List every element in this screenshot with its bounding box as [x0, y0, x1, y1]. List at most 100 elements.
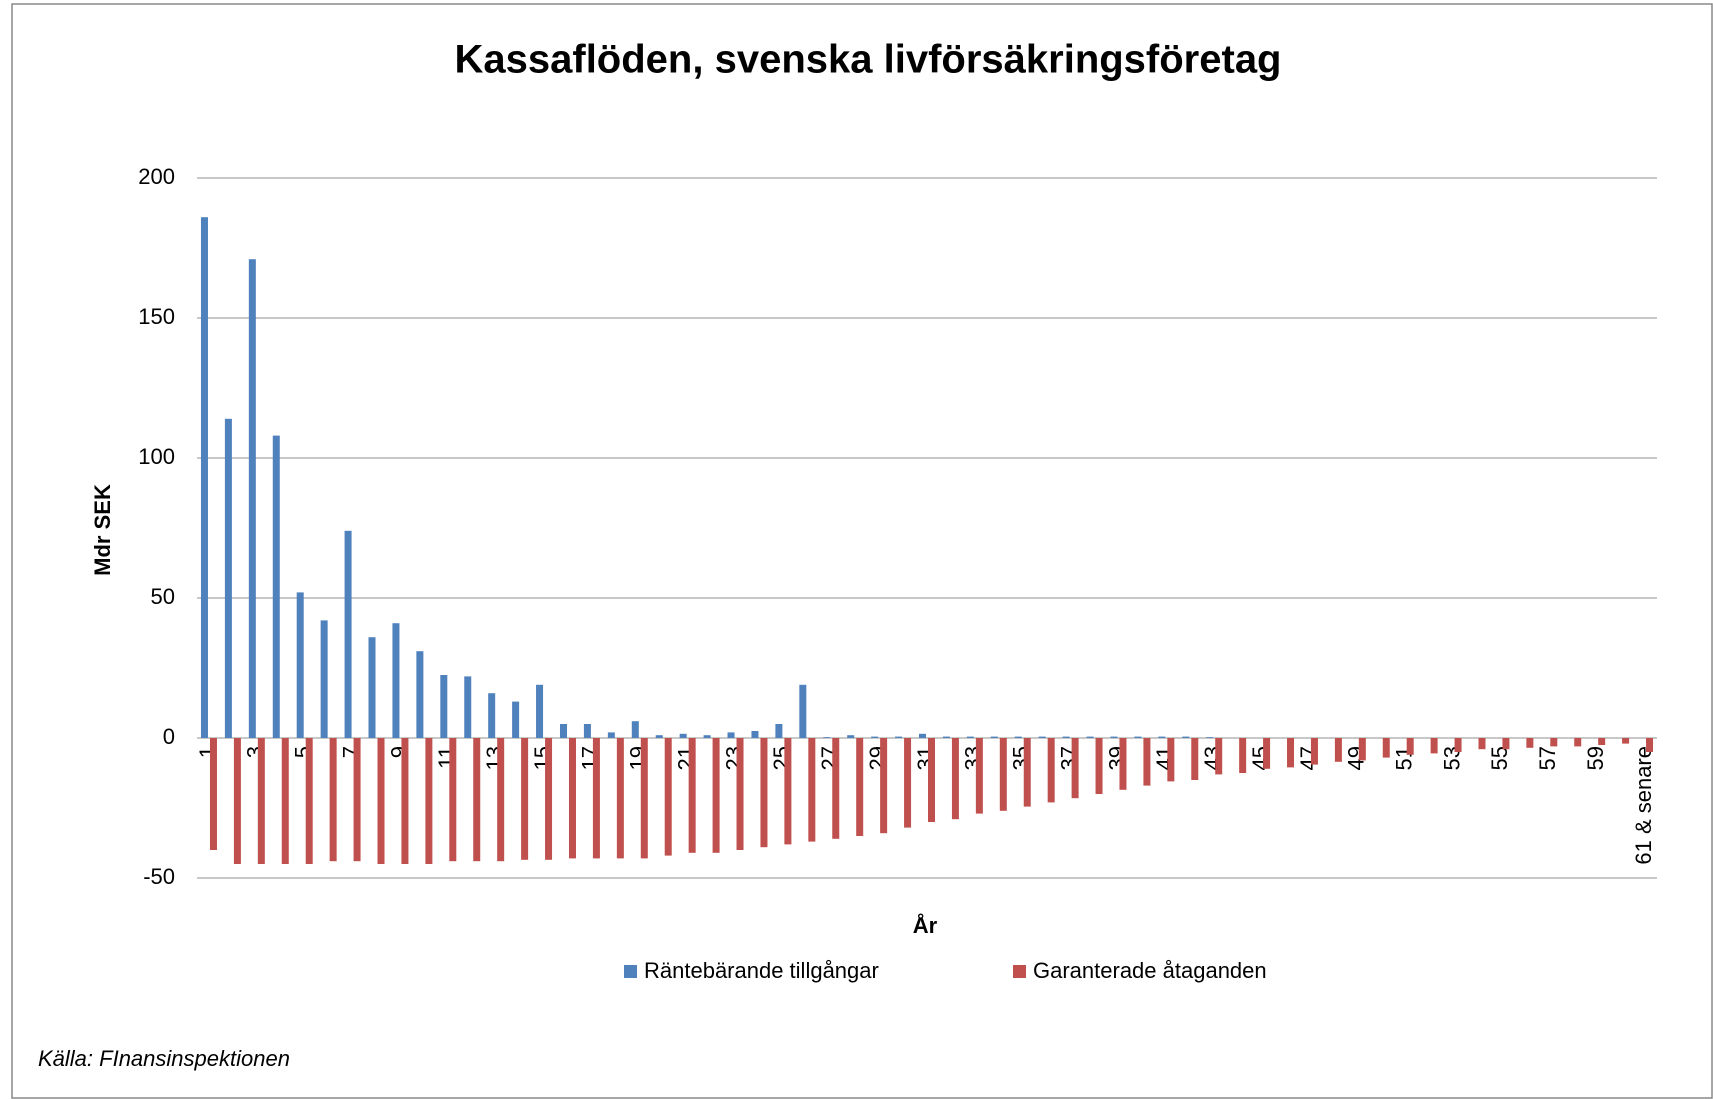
bar [832, 738, 840, 839]
bar [1071, 738, 1079, 799]
bar [895, 736, 903, 738]
bar [919, 733, 926, 738]
bar [1622, 738, 1630, 744]
y-tick-label: -50 [143, 864, 175, 889]
x-tick-label: 61 & senare [1631, 746, 1656, 865]
bar [559, 724, 567, 738]
bar [1550, 738, 1558, 747]
legend-swatch [1013, 965, 1026, 978]
x-tick-label: 57 [1535, 746, 1560, 770]
bar [616, 738, 624, 859]
bar [233, 738, 241, 864]
bar [966, 736, 974, 738]
bar [990, 736, 998, 738]
bar [655, 735, 663, 738]
y-tick-label: 100 [138, 444, 175, 469]
bar [1430, 738, 1438, 754]
bar [272, 435, 280, 738]
bar [248, 259, 256, 738]
bar [1239, 738, 1247, 773]
bar [1206, 737, 1214, 738]
bar [1287, 738, 1295, 768]
legend-swatch [624, 965, 637, 978]
bar [1086, 736, 1094, 738]
bar [712, 738, 720, 853]
bar [536, 684, 544, 738]
bar [664, 738, 672, 856]
bar [1143, 738, 1151, 786]
chart-title: Kassaflöden, svenska livförsäkringsföret… [455, 38, 1282, 82]
bar [1134, 736, 1142, 738]
bar [1095, 738, 1103, 794]
bar [975, 738, 983, 814]
bar [377, 738, 385, 864]
bar [1215, 738, 1223, 775]
bar [521, 738, 529, 860]
bar [1478, 738, 1486, 750]
bar [1062, 736, 1070, 738]
bar [545, 738, 553, 860]
bar [296, 592, 304, 738]
bar [224, 418, 232, 738]
y-axis-label: Mdr SEK [90, 484, 115, 576]
bar [880, 738, 888, 834]
bar [1047, 738, 1055, 803]
bar [942, 736, 950, 738]
bar [401, 738, 409, 864]
bar [1310, 738, 1318, 765]
source-note: Källa: FInansinspektionen [38, 1046, 290, 1071]
bar [473, 738, 481, 862]
bar [799, 684, 807, 738]
bar [512, 701, 520, 738]
bar [808, 738, 816, 842]
bar [1119, 738, 1127, 790]
bar [1646, 738, 1654, 752]
bar [1191, 738, 1199, 780]
x-axis-label: År [913, 912, 938, 938]
legend-label: Garanterade åtaganden [1033, 958, 1267, 983]
bar [1023, 738, 1031, 807]
y-tick-label: 200 [138, 164, 175, 189]
bar [416, 651, 424, 738]
bar [607, 732, 615, 738]
bar [928, 738, 935, 822]
bar [583, 724, 591, 738]
bar [392, 623, 400, 738]
bar [449, 738, 457, 862]
y-tick-label: 150 [138, 304, 175, 329]
bar [904, 738, 912, 828]
bar [1382, 738, 1390, 758]
bar [1574, 738, 1582, 747]
bar [751, 731, 759, 738]
bar [871, 736, 879, 738]
bar [353, 738, 361, 862]
bar [760, 738, 768, 848]
bar [1334, 738, 1342, 762]
bar [209, 738, 217, 850]
x-tick-label: 59 [1583, 746, 1608, 770]
bar [1182, 736, 1190, 738]
bar [736, 738, 744, 850]
bar [784, 738, 792, 845]
bar [775, 724, 783, 738]
y-tick-label: 50 [151, 584, 175, 609]
bar [1502, 738, 1510, 750]
bar [1014, 736, 1022, 738]
bar [688, 738, 696, 853]
bar [999, 738, 1007, 811]
bar [1038, 736, 1046, 738]
bar [200, 217, 208, 738]
bar [1167, 738, 1175, 782]
bar [440, 675, 448, 738]
bar [281, 738, 289, 864]
bar [631, 721, 639, 738]
bar [257, 738, 265, 864]
bar [425, 738, 433, 864]
bar [320, 620, 328, 738]
bar [823, 737, 831, 738]
bar [1158, 736, 1166, 738]
bar [344, 530, 352, 738]
bar [1263, 738, 1271, 769]
bar [951, 738, 959, 820]
x-tick-label: 55 [1487, 746, 1512, 770]
